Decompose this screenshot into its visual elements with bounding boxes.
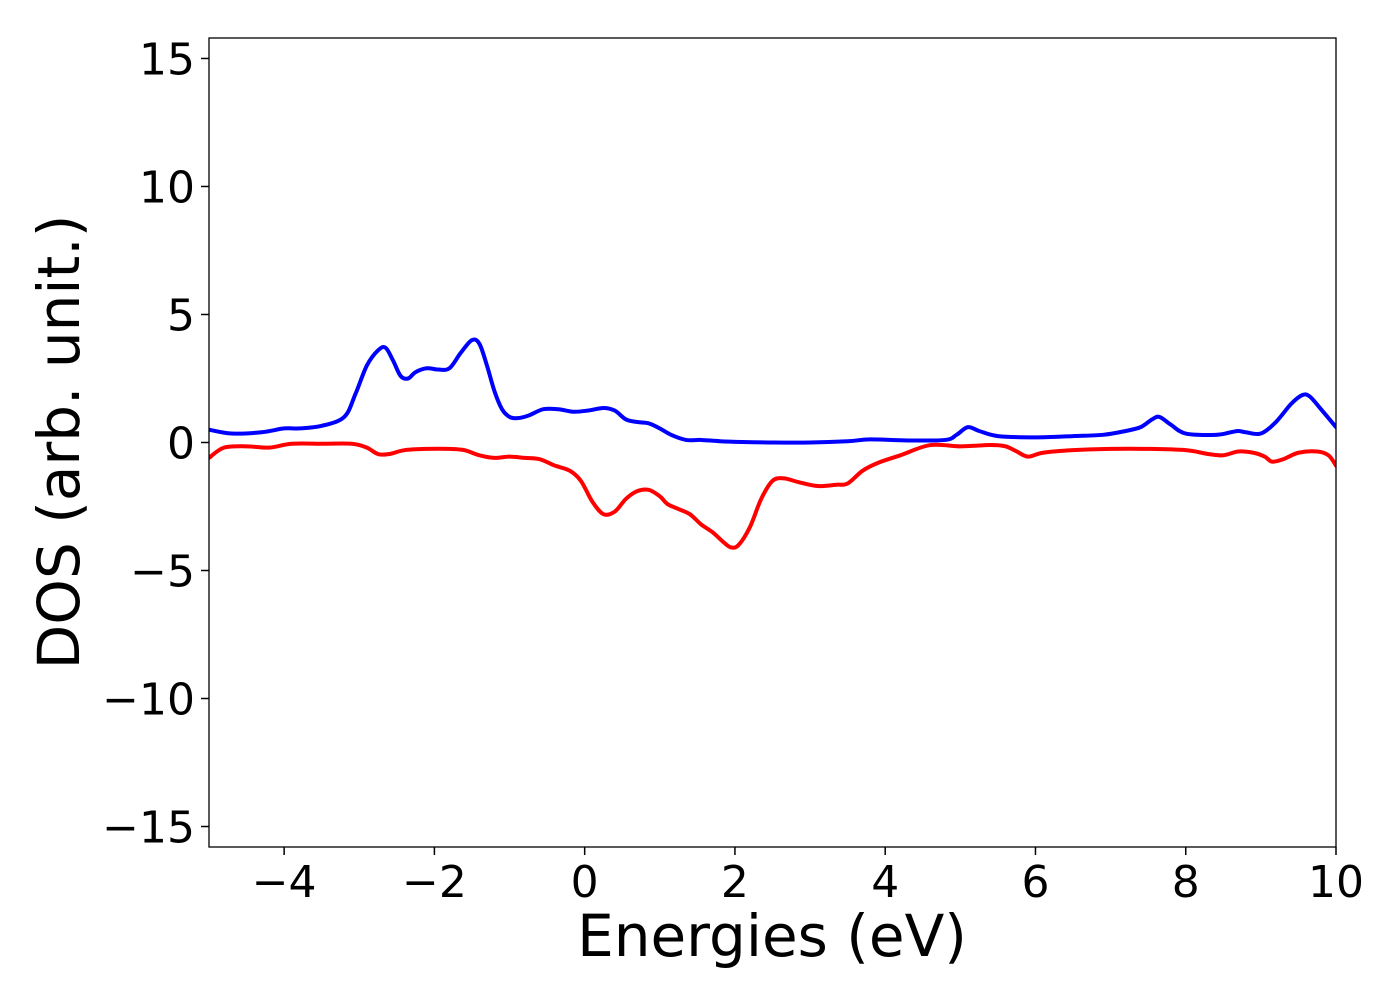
y-tick-label: 15 (139, 34, 195, 85)
y-tick-label: −5 (130, 547, 195, 598)
x-tick-label: 4 (871, 857, 899, 908)
x-tick-label: 6 (1021, 857, 1049, 908)
x-axis-label: Energies (eV) (577, 902, 967, 970)
x-tick-label: −4 (252, 857, 317, 908)
x-tick-label: 10 (1308, 857, 1364, 908)
y-tick-label: 5 (167, 290, 195, 341)
series-layer (209, 337, 1336, 550)
y-tick-label: −15 (102, 803, 195, 854)
y-axis-label: DOS (arb. unit.) (25, 215, 93, 670)
x-tick-label: −2 (402, 857, 467, 908)
x-ticks: −4 −2 0 2 4 6 8 10 (252, 847, 1364, 908)
y-tick-label: 0 (167, 419, 195, 470)
x-tick-label: 0 (571, 857, 599, 908)
y-tick-label: −10 (102, 675, 195, 726)
series-line-1 (209, 337, 1336, 445)
y-tick-label: 10 (139, 162, 195, 213)
x-tick-label: 8 (1172, 857, 1200, 908)
x-tick-label: 2 (721, 857, 749, 908)
y-ticks: −15 −10 −5 0 5 10 15 (102, 34, 209, 854)
series-line-2 (209, 441, 1336, 550)
